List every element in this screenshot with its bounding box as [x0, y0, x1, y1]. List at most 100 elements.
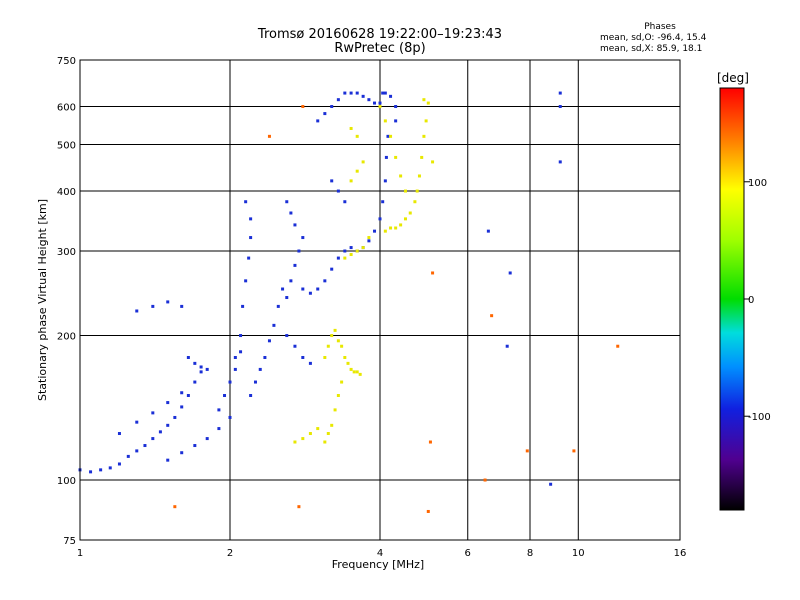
- data-point: [383, 179, 387, 183]
- y-tick-label: 200: [57, 332, 76, 343]
- x-axis-label: Frequency [MHz]: [332, 558, 424, 571]
- data-point: [233, 367, 237, 371]
- data-point: [349, 91, 353, 95]
- data-point: [297, 249, 301, 253]
- data-point: [378, 105, 382, 109]
- data-point: [558, 91, 562, 95]
- data-point: [301, 236, 305, 240]
- data-point: [426, 101, 430, 105]
- y-axis-label: Stationary phase Virtual Height [km]: [36, 199, 49, 401]
- data-point: [431, 271, 435, 275]
- data-point: [285, 334, 289, 338]
- data-point: [558, 105, 562, 109]
- data-point: [389, 134, 393, 138]
- data-point: [355, 169, 359, 173]
- data-point: [352, 370, 356, 374]
- y-tick-label: 400: [57, 187, 76, 198]
- data-point: [223, 394, 227, 398]
- x-tick-label: 16: [674, 548, 687, 559]
- data-point: [330, 105, 334, 109]
- data-point: [166, 401, 170, 405]
- series-o-mode: [78, 91, 562, 486]
- data-point: [381, 91, 385, 95]
- colorbar-tick-label: 0: [748, 295, 754, 306]
- data-point: [293, 263, 297, 267]
- data-point: [343, 355, 347, 359]
- data-point: [99, 468, 103, 472]
- data-point: [301, 437, 305, 441]
- data-point: [343, 249, 347, 253]
- data-point: [301, 355, 305, 359]
- colorbar: [719, 87, 745, 511]
- x-tick-label: 1: [77, 548, 83, 559]
- data-point: [420, 155, 424, 159]
- data-point: [340, 380, 344, 384]
- y-tick-label: 500: [57, 141, 76, 152]
- data-point: [135, 420, 139, 424]
- data-point: [293, 440, 297, 444]
- data-point: [180, 304, 184, 308]
- data-point: [289, 211, 293, 215]
- phases-heading: Phases: [644, 22, 676, 32]
- data-point: [358, 372, 362, 376]
- data-point: [403, 189, 407, 193]
- data-point: [394, 105, 398, 109]
- data-point: [135, 309, 139, 313]
- data-point: [355, 91, 359, 95]
- data-point: [355, 370, 359, 374]
- data-point: [151, 411, 155, 415]
- data-point: [336, 189, 340, 193]
- data-point: [297, 505, 301, 509]
- data-point: [490, 314, 494, 318]
- data-point: [394, 155, 398, 159]
- data-point: [422, 98, 426, 102]
- data-point: [193, 444, 197, 448]
- data-point: [373, 229, 377, 233]
- x-tick-label: 2: [227, 548, 233, 559]
- data-point: [108, 466, 112, 470]
- data-point: [413, 200, 417, 204]
- data-point: [249, 217, 253, 221]
- data-point: [424, 119, 428, 123]
- data-point: [244, 200, 248, 204]
- data-point: [135, 449, 139, 453]
- series-x-mode: [293, 98, 435, 444]
- phases-summary: Phases mean, sd,O: -96.4, 15.4 mean, sd,…: [600, 22, 720, 55]
- data-point: [408, 211, 412, 215]
- x-tick-label: 6: [465, 548, 471, 559]
- data-point: [301, 105, 305, 109]
- data-point: [241, 304, 245, 308]
- data-point: [343, 200, 347, 204]
- data-point: [228, 380, 232, 384]
- data-point: [381, 200, 385, 204]
- data-point: [289, 279, 293, 283]
- data-point: [151, 437, 155, 441]
- data-point: [316, 287, 320, 291]
- data-point: [293, 344, 297, 348]
- data-point: [361, 246, 365, 250]
- data-point: [361, 160, 365, 164]
- data-point: [330, 179, 334, 183]
- data-point: [253, 380, 257, 384]
- plot-grid: [80, 60, 680, 540]
- data-point: [616, 344, 620, 348]
- data-point: [199, 365, 203, 369]
- data-point: [285, 296, 289, 300]
- plot-frame: [79, 59, 681, 541]
- data-point: [233, 355, 237, 359]
- data-point: [383, 229, 387, 233]
- data-point: [308, 432, 312, 436]
- data-point: [267, 339, 271, 343]
- data-point: [323, 112, 327, 116]
- data-point: [336, 339, 340, 343]
- data-point: [483, 478, 487, 482]
- data-point: [336, 98, 340, 102]
- data-point: [558, 160, 562, 164]
- data-point: [186, 355, 190, 359]
- data-point: [386, 134, 390, 138]
- data-point: [323, 355, 327, 359]
- data-point: [355, 249, 359, 253]
- y-tick-label: 100: [57, 476, 76, 487]
- data-point: [89, 470, 93, 474]
